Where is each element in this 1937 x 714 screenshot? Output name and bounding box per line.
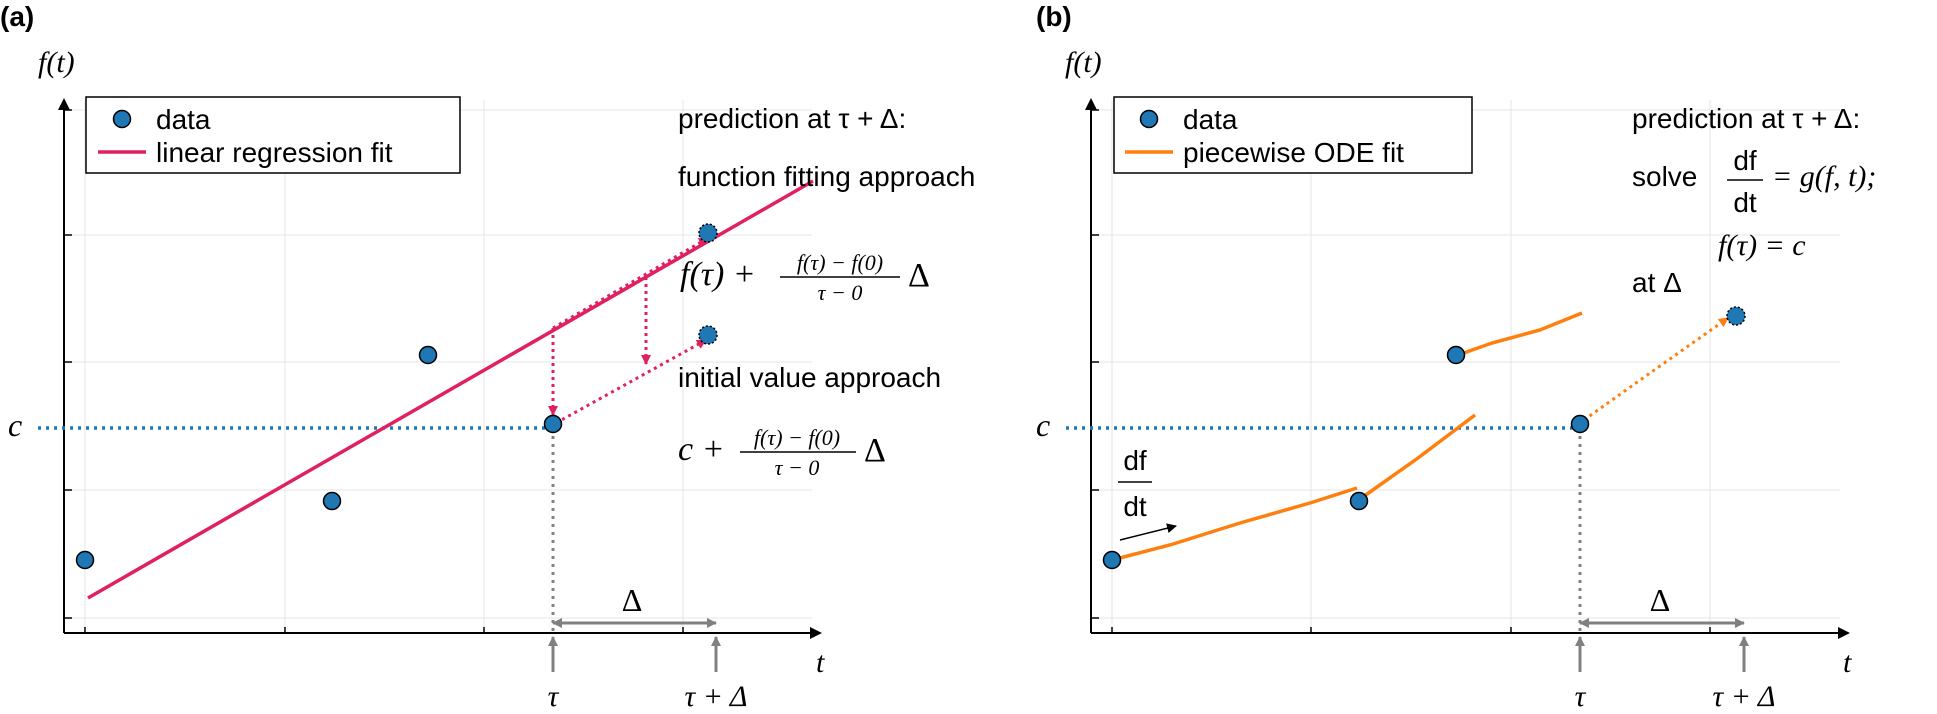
panel-a-delta-label: Δ [622,582,643,618]
panel-b-tag: (b) [1036,1,1072,32]
panel-a-x-label: t [816,646,825,679]
panel-b-delta-label: Δ [1650,582,1671,618]
annotation-at-delta: at Δ [1632,267,1682,298]
ode-num: df [1733,145,1757,176]
legend-data-label: data [1183,104,1238,135]
data-point [1446,345,1466,365]
panel-a-regression-line [87,179,814,600]
data-point [543,414,563,434]
formula2-frac-den: τ − 0 [775,455,820,480]
panel-b: (b) f(t) t c [1036,1,1876,713]
legend-marker-data [1139,109,1159,129]
panel-a-legend: data linear regression fit [85,96,461,174]
panel-a-c-label: c [8,407,22,443]
legend-marker-data [112,109,132,129]
legend-line-label: linear regression fit [156,137,393,168]
panel-b-y-label: f(t) [1065,46,1102,79]
panel-a-pink-arrows [548,236,709,425]
data-point [418,345,438,365]
panel-b-data-points [1102,345,1590,570]
formula2-lead: c + [678,431,725,468]
annotation-function-fitting: function fitting approach [678,161,975,192]
panel-a-tau-label: τ [548,680,560,713]
panel-a-tau-delta-label: τ + Δ [684,680,747,713]
slope-num: df [1123,445,1147,476]
formula2-frac-num: f(τ) − f(0) [754,425,840,450]
predicted-point [1726,306,1746,326]
data-point [322,491,342,511]
panel-a-ticks [64,109,684,633]
legend-line-label: piecewise ODE fit [1183,137,1404,168]
panel-a-y-label: f(t) [38,46,75,79]
data-point [1570,414,1590,434]
formula2-tail: Δ [864,432,886,469]
legend-data-label: data [156,104,211,135]
ode-segment [1356,413,1477,503]
panel-a-data-points [75,345,563,570]
panel-b-x-label: t [1843,646,1852,679]
data-point [75,550,95,570]
panel-a-tag: (a) [0,1,34,32]
data-point [1349,491,1369,511]
slope-arrow [1119,523,1177,541]
formula1-tail: Δ [908,257,930,294]
data-point [1102,550,1122,570]
panel-b-slope-annotation: df dt [1118,445,1177,541]
annotation-initial-value: initial value approach [678,362,941,393]
slope-den: dt [1123,491,1147,522]
panel-b-c-label: c [1036,407,1050,443]
ode-segment [1457,311,1583,357]
ode-den: dt [1733,187,1757,218]
ode-segment [1111,486,1358,562]
panel-a: (a) f(t) t c [0,1,975,713]
panel-b-tau-delta-label: τ + Δ [1712,680,1775,713]
ode-equation-tail: = g(f, t); [1772,160,1876,193]
predicted-point [698,325,718,345]
panel-a-annotations: prediction at τ + Δ: function fitting ap… [678,103,975,480]
formula1-lead: f(τ) + [680,256,756,293]
annotation-prediction: prediction at τ + Δ: [678,103,906,134]
panel-b-ticks [1091,109,1711,633]
panel-b-annotations: prediction at τ + Δ: solve df dt = g(f, … [1632,103,1876,298]
formula1-frac-num: f(τ) − f(0) [797,250,883,275]
annotation-prediction: prediction at τ + Δ: [1632,103,1860,134]
annotation-solve: solve [1632,161,1697,192]
panel-b-legend: data piecewise ODE fit [1113,96,1473,174]
panel-b-prediction-arrow [1583,316,1729,422]
panel-b-tau-label: τ [1575,680,1587,713]
formula1-frac-den: τ − 0 [818,280,863,305]
predicted-point [698,223,718,243]
ode-initial-condition: f(τ) = c [1718,229,1806,262]
panel-a-predicted-points [698,223,718,345]
